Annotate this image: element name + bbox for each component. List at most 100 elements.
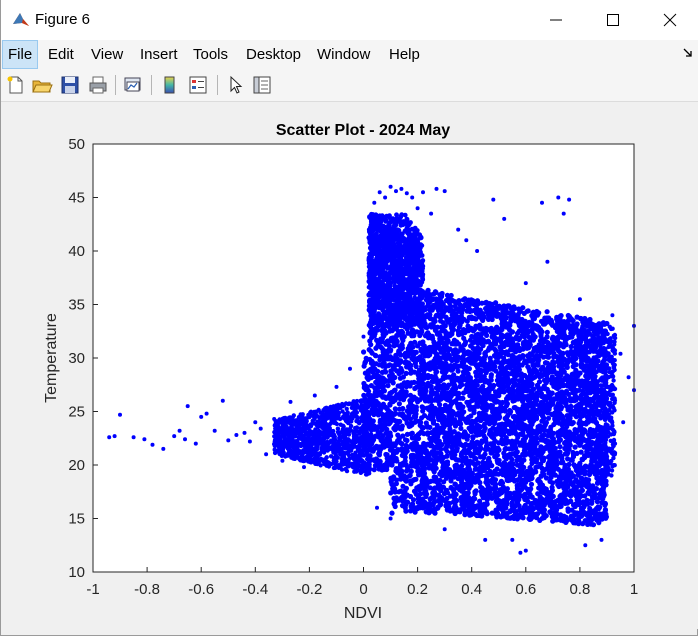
- property-inspector-icon[interactable]: [251, 74, 273, 96]
- scatter-point: [422, 324, 429, 330]
- scatter-point: [427, 383, 433, 389]
- menu-file[interactable]: File: [2, 40, 39, 69]
- scatter-point: [580, 413, 586, 419]
- menu-window[interactable]: Window: [317, 46, 371, 63]
- scatter-point: [461, 335, 467, 341]
- menu-view[interactable]: View: [91, 46, 124, 63]
- scatter-point: [489, 385, 495, 391]
- menu-tools[interactable]: Tools: [193, 46, 229, 63]
- scatter-point: [540, 354, 547, 360]
- scatter-point: [387, 390, 393, 396]
- scatter-point: [417, 422, 423, 428]
- scatter-point: [464, 399, 470, 405]
- link-plot-icon[interactable]: [122, 74, 144, 96]
- scatter-point: [596, 511, 603, 517]
- scatter-point: [410, 497, 417, 503]
- scatter-point: [529, 471, 535, 477]
- scatter-point: [528, 453, 534, 459]
- scatter-point: [573, 430, 580, 436]
- menu-insert[interactable]: Insert: [140, 46, 178, 63]
- scatter-point: [549, 484, 555, 490]
- scatter-point: [405, 330, 411, 336]
- menu-help[interactable]: Help: [389, 46, 420, 63]
- scatter-point: [501, 343, 507, 349]
- scatter-point: [483, 509, 489, 515]
- title-bar[interactable]: Figure 6: [1, 0, 698, 40]
- scatter-point: [441, 395, 447, 401]
- scatter-point: [530, 362, 536, 368]
- edit-plot-icon[interactable]: [225, 74, 247, 96]
- scatter-point: [533, 394, 539, 401]
- scatter-point: [537, 480, 543, 486]
- scatter-point: [442, 402, 448, 408]
- scatter-point: [494, 398, 500, 404]
- scatter-point: [433, 385, 439, 391]
- open-file-icon[interactable]: [31, 74, 53, 96]
- scatter-point: [395, 328, 401, 334]
- scatter-point: [439, 369, 445, 375]
- scatter-point: [590, 522, 597, 528]
- save-icon[interactable]: [59, 74, 81, 96]
- scatter-point: [462, 341, 468, 347]
- scatter-point: [586, 331, 593, 337]
- scatter-point: [472, 455, 478, 461]
- dock-arrow-icon[interactable]: [683, 48, 693, 58]
- menu-edit[interactable]: Edit: [48, 46, 74, 63]
- scatter-point: [399, 411, 406, 417]
- scatter-point: [563, 388, 570, 394]
- menu-desktop[interactable]: Desktop: [246, 46, 302, 63]
- scatter-point: [526, 355, 532, 361]
- scatter-point: [396, 371, 402, 377]
- scatter-point: [396, 401, 402, 407]
- window-title: Figure 6: [35, 11, 91, 28]
- scatter-point: [557, 381, 564, 387]
- scatter-point: [556, 370, 563, 376]
- menu-bar: File Edit View Insert Tools Desktop Wind…: [1, 40, 698, 69]
- scatter-point: [412, 385, 418, 392]
- scatter-point: [505, 352, 511, 358]
- new-figure-icon[interactable]: [5, 74, 27, 96]
- scatter-point: [488, 372, 494, 378]
- print-icon[interactable]: [87, 74, 109, 96]
- scatter-point: [434, 422, 440, 428]
- scatter-point: [365, 387, 371, 393]
- scatter-point: [433, 313, 439, 319]
- scatter-point: [570, 371, 577, 377]
- insert-legend-icon[interactable]: [187, 74, 209, 96]
- scatter-point: [573, 338, 579, 344]
- scatter-points-cloud: [272, 211, 618, 528]
- scatter-point: [564, 482, 570, 488]
- close-button[interactable]: [641, 0, 698, 40]
- scatter-chart[interactable]: -1 -0.8 -0.6 -0.4 -0.2 0 0.2 0.4 0.6 0.8 1 1015202…: [1, 102, 698, 629]
- scatter-point: [585, 480, 591, 486]
- scatter-point: [413, 476, 419, 482]
- scatter-point: [587, 433, 593, 439]
- scatter-point: [552, 338, 558, 344]
- scatter-point: [536, 506, 542, 512]
- maximize-button[interactable]: [584, 0, 642, 40]
- scatter-point: [456, 341, 462, 347]
- scatter-point: [597, 477, 603, 483]
- scatter-point: [392, 406, 398, 412]
- scatter-point: [502, 446, 508, 452]
- scatter-point: [413, 440, 419, 446]
- scatter-point: [558, 313, 564, 319]
- scatter-point: [580, 317, 586, 323]
- insert-colorbar-icon[interactable]: [159, 74, 181, 96]
- scatter-point: [492, 445, 498, 451]
- scatter-point: [583, 463, 589, 469]
- scatter-point: [459, 463, 465, 469]
- scatter-point: [389, 510, 395, 516]
- scatter-point: [427, 404, 433, 410]
- scatter-point: [562, 420, 568, 426]
- scatter-point: [391, 387, 397, 394]
- scatter-point: [544, 334, 550, 340]
- scatter-point: [481, 433, 487, 439]
- scatter-point: [427, 424, 433, 430]
- scatter-point: [567, 415, 573, 421]
- scatter-point: [440, 386, 446, 392]
- scatter-point: [469, 397, 475, 403]
- minimize-button[interactable]: [527, 0, 585, 40]
- scatter-point: [529, 494, 535, 500]
